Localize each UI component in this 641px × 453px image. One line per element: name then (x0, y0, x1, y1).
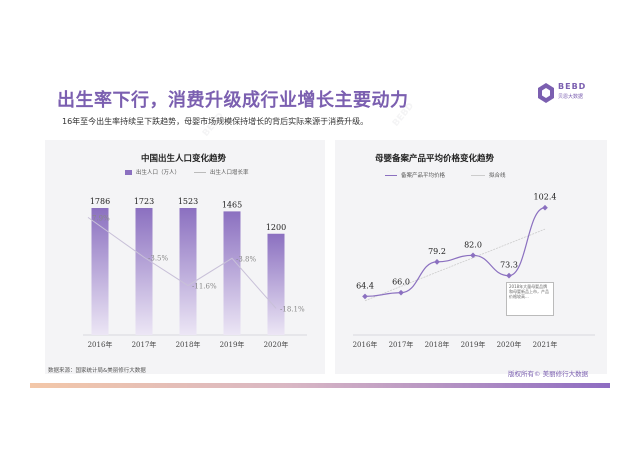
birth-chart-panel: 中国出生人口变化趋势 出生人口（万人） 出生人口增长率 1786 2016年 172… (45, 140, 325, 374)
price-value-label: 66.0 (392, 278, 410, 287)
x-tick-label: 2016年 (353, 340, 378, 349)
birth-bar-value-label: 1465 (222, 200, 242, 209)
price-chart-legend: 备案产品平均价格 拟合线 (385, 171, 506, 179)
copyright: 版权所有© 美丽修行大数据 (508, 370, 589, 378)
fit-legend-swatch-icon (471, 174, 486, 176)
price-chart-panel: 母婴备案产品平均价格变化趋势 备案产品平均价格 拟合线 64.4 2016年 66.… (335, 140, 607, 374)
price-chart-title: 母婴备案产品平均价格变化趋势 (375, 154, 495, 164)
birth-chart-svg: 1786 2016年 1723 2017年 1523 2018年 1465 2019年 1200… (83, 197, 307, 349)
birth-bar (91, 208, 109, 335)
growth-rate-label: 7.9% (92, 214, 110, 222)
growth-rate-line (87, 216, 277, 309)
price-value-label: 64.4 (356, 281, 374, 290)
x-tick-label: 2021年 (533, 340, 558, 349)
birth-bar-value-label: 1523 (178, 197, 198, 206)
price-point (542, 204, 548, 211)
growth-rate-label: -3.8% (236, 255, 256, 263)
x-tick-label: 2016年 (88, 340, 113, 349)
birth-chart-title: 中国出生人口变化趋势 (141, 154, 227, 164)
price-point (434, 259, 440, 265)
growth-rate-label: -11.6% (192, 283, 217, 291)
birth-bar-value-label: 1786 (90, 197, 110, 206)
data-source: 数据来源：国家统计局&美丽修行大数据 (48, 368, 146, 374)
birth-bar (135, 208, 153, 335)
price-legend-marker-icon (385, 174, 397, 176)
price-annotation-box: 2018年大量母婴品牌和母婴新品上市，产品价格较高... (506, 282, 554, 316)
price-value-label: 102.4 (534, 193, 557, 202)
fit-legend-label: 拟合线 (489, 173, 506, 179)
price-value-label: 79.2 (428, 247, 446, 256)
growth-rate-label: -18.1% (280, 305, 305, 313)
birth-chart-legend: 出生人口（万人） 出生人口增长率 (125, 168, 249, 176)
brand-logo-icon (538, 83, 554, 103)
growth-rate-label: -3.5% (148, 254, 168, 262)
birth-bar-value-label: 1723 (134, 197, 154, 206)
brand-name: BEBD (558, 82, 587, 91)
price-value-label: 73.3 (500, 261, 518, 270)
page-title: 出生率下行，消费升级成行业增长主要动力 (57, 90, 409, 111)
price-point (398, 289, 404, 296)
bottom-gradient-bar (30, 383, 610, 388)
x-tick-label: 2019年 (461, 340, 486, 349)
birth-bar (223, 211, 241, 335)
fit-line (364, 228, 546, 302)
price-point (506, 272, 512, 279)
price-point (362, 293, 368, 300)
x-tick-label: 2018年 (176, 340, 201, 349)
x-tick-label: 2017年 (132, 340, 157, 349)
price-value-label: 82.0 (464, 240, 482, 249)
x-tick-label: 2017年 (389, 340, 414, 349)
birth-bar-value-label: 1200 (266, 223, 286, 232)
line-legend-swatch-icon (194, 171, 207, 173)
bar-legend-swatch-icon (125, 169, 132, 175)
line-legend-label: 出生人口增长率 (210, 170, 249, 176)
price-chart-svg: 64.4 2016年 66.0 2017年 79.2 2018年 82.0 2019年 73.3… (353, 193, 595, 349)
x-tick-label: 2019年 (220, 340, 245, 349)
x-tick-label: 2018年 (425, 340, 450, 349)
x-tick-label: 2020年 (264, 340, 289, 349)
brand-tagline: 贝恩大数据 (558, 94, 584, 100)
birth-bar (267, 233, 285, 335)
birth-bar (179, 208, 197, 335)
bar-legend-label: 出生人口（万人） (136, 170, 181, 176)
page-subtitle: 16年至今出生率持续呈下跌趋势，母婴市场规模保持增长的背后实际来源于消费升级。 (62, 117, 369, 126)
x-tick-label: 2020年 (497, 340, 522, 349)
price-legend-label: 备案产品平均价格 (401, 173, 446, 179)
